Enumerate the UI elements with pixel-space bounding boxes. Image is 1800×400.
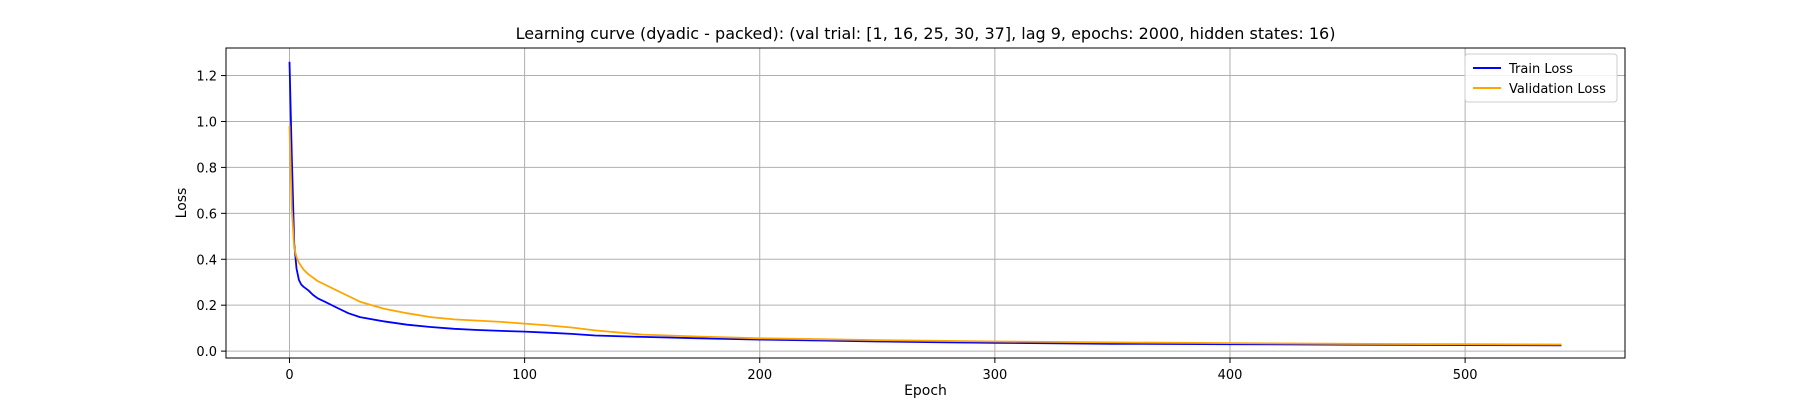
grid — [226, 48, 1625, 358]
validation-loss-line — [288, 126, 1562, 346]
x-axis: 0 100 200 300 400 500 — [285, 358, 1478, 383]
x-tick-label: 300 — [982, 368, 1007, 383]
legend-label: Train Loss — [1508, 62, 1573, 77]
y-tick-label: 0.4 — [196, 253, 217, 268]
x-tick-label: 100 — [512, 368, 537, 383]
x-axis-label: Epoch — [904, 383, 947, 399]
x-tick-label: 400 — [1218, 368, 1243, 383]
legend-box — [1464, 53, 1618, 103]
train-loss-line — [288, 61, 1562, 347]
x-tick-label: 200 — [747, 368, 772, 383]
legend: Train Loss Validation Loss — [1464, 53, 1618, 103]
y-axis-label: Loss — [174, 188, 190, 219]
y-tick-label: 0.8 — [196, 161, 217, 176]
x-tick-label: 500 — [1453, 368, 1478, 383]
y-tick-label: 1.0 — [196, 115, 217, 130]
y-tick-label: 0.6 — [196, 207, 217, 222]
series-layer — [288, 61, 1562, 347]
y-axis: 0.0 0.2 0.4 0.6 0.8 1.0 1.2 — [196, 70, 226, 360]
legend-label: Validation Loss — [1509, 82, 1606, 97]
y-tick-label: 0.0 — [196, 345, 217, 360]
y-tick-label: 0.2 — [196, 299, 217, 314]
chart-title: Learning curve (dyadic - packed): (val t… — [516, 24, 1336, 43]
x-tick-label: 0 — [285, 368, 293, 383]
y-tick-label: 1.2 — [196, 70, 217, 85]
plot-frame — [225, 47, 1626, 359]
